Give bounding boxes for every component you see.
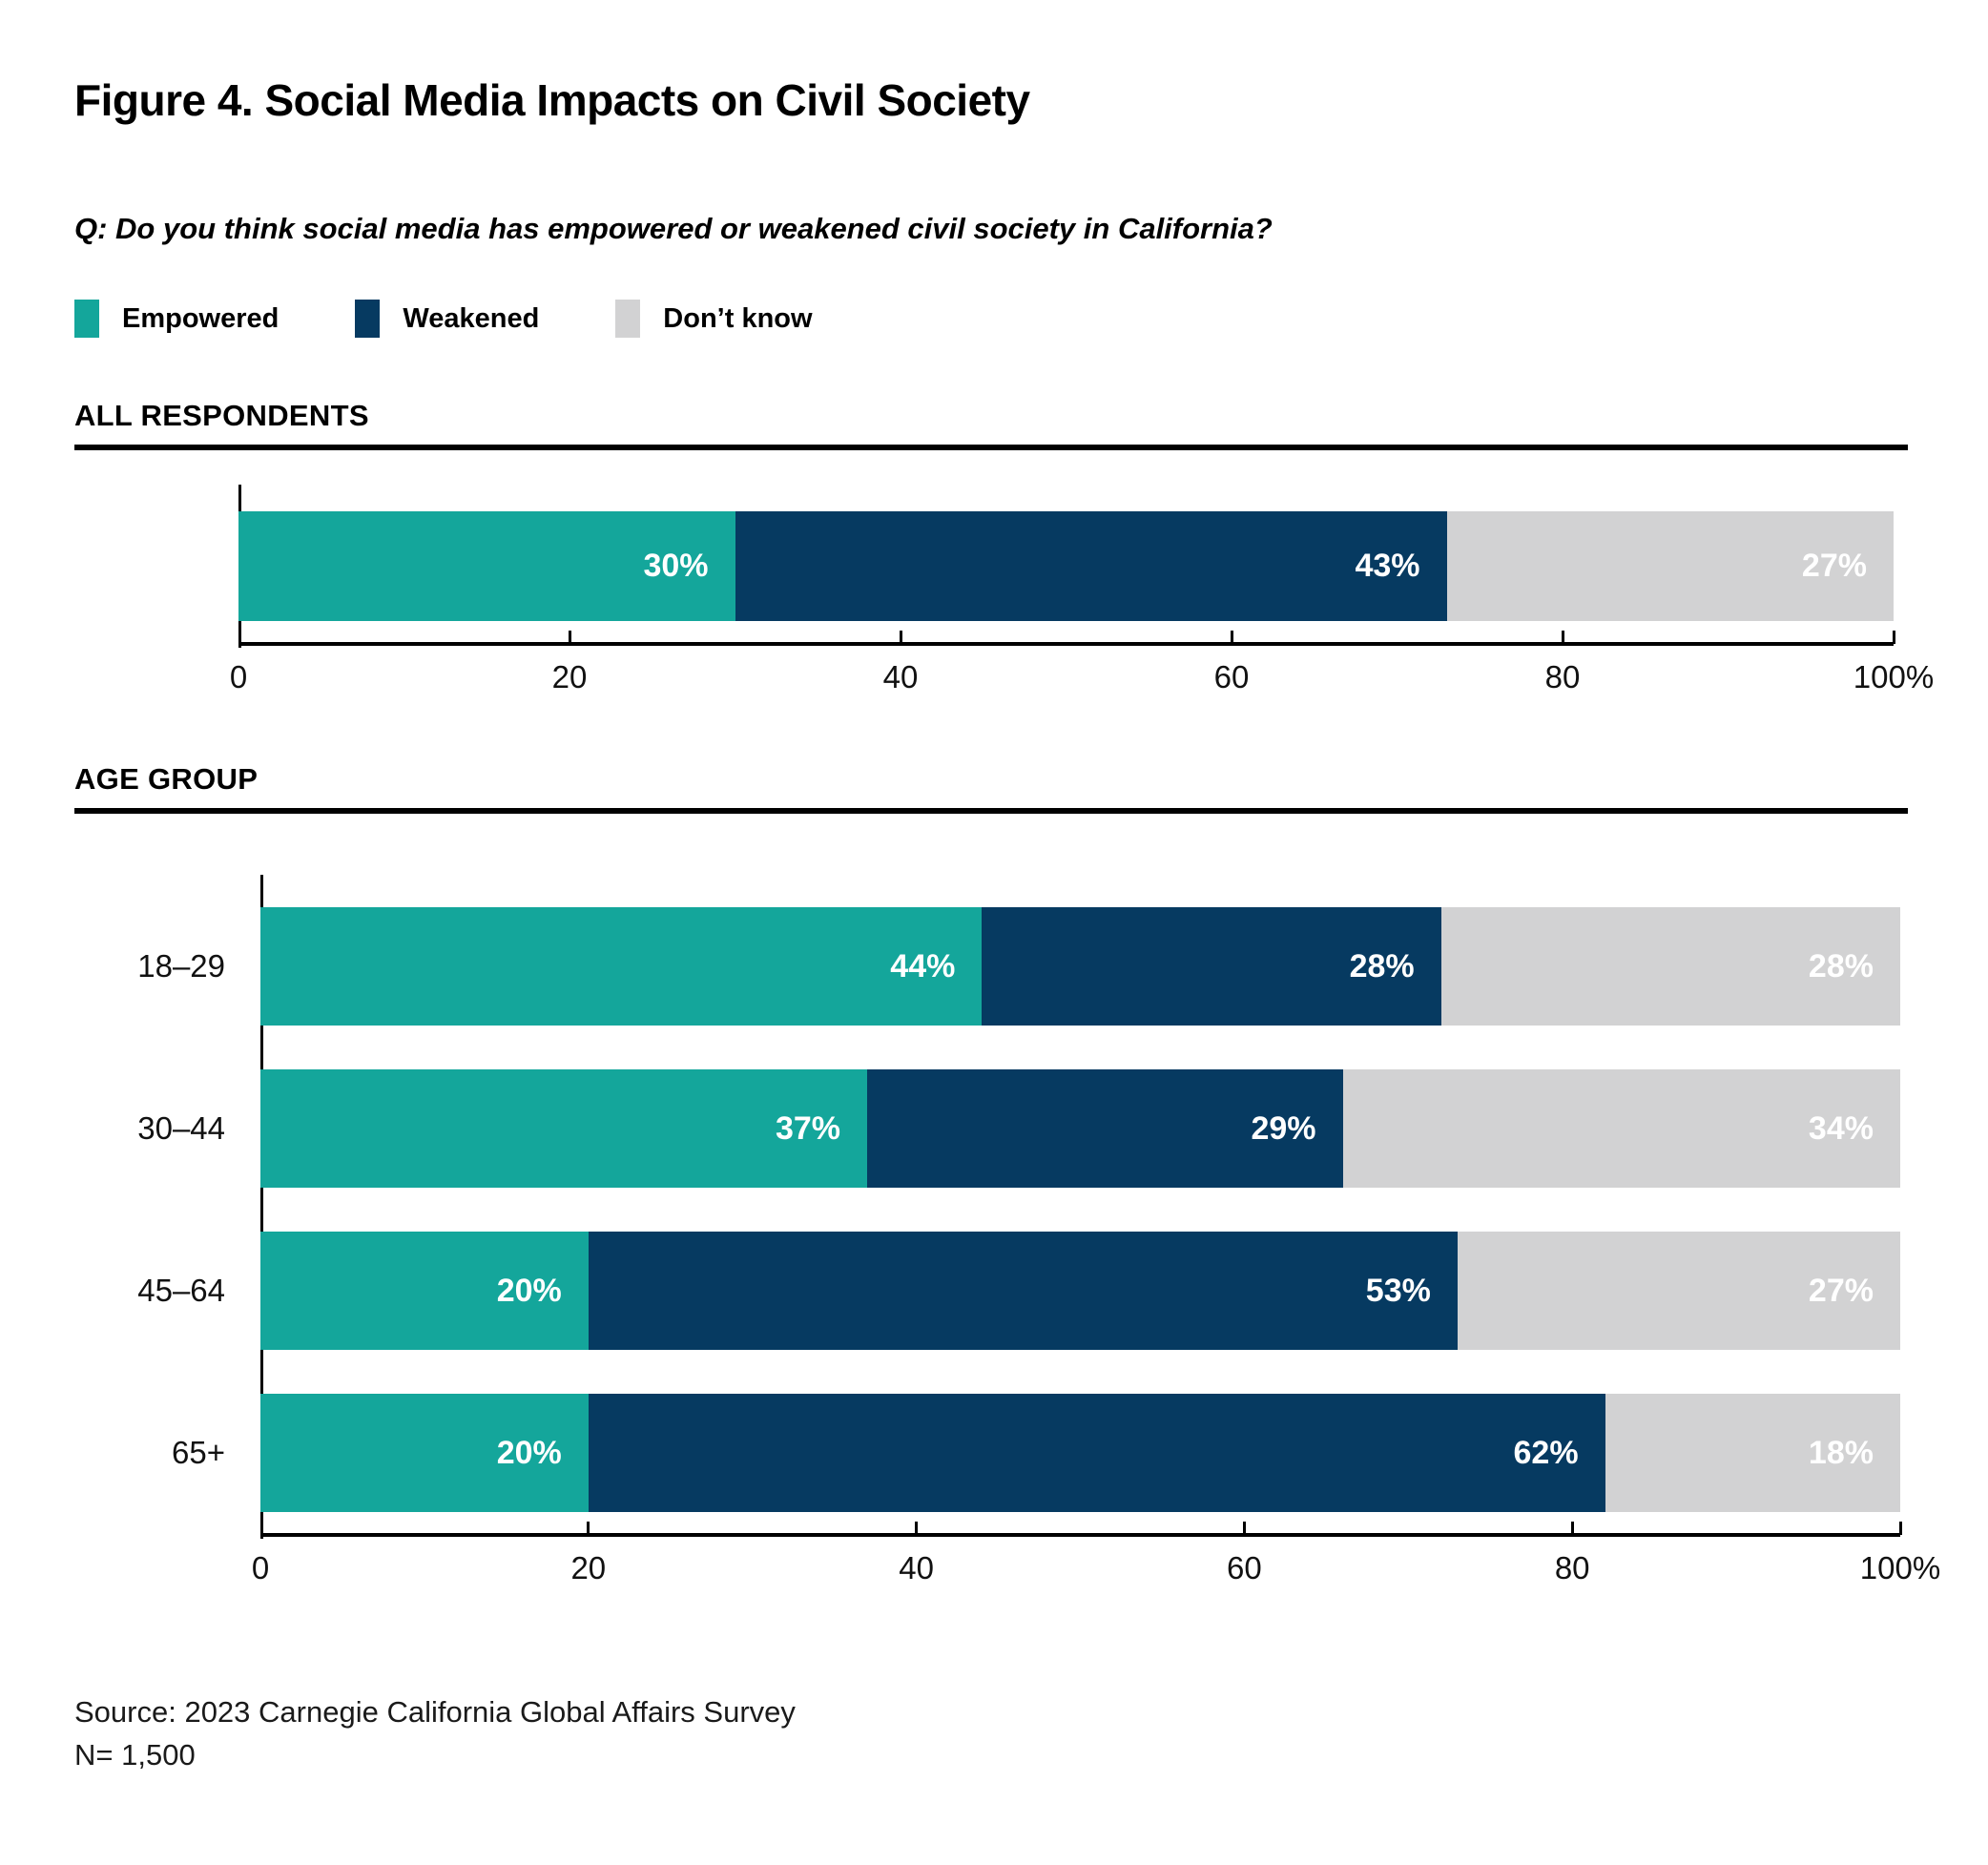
legend: Empowered Weakened Don’t know	[74, 300, 1908, 338]
figure-title: Figure 4. Social Media Impacts on Civil …	[74, 75, 1030, 125]
segment-weakened: 29%	[867, 1069, 1343, 1188]
axis-tick-label: 100%	[1859, 1550, 1941, 1585]
segment-empowered: 37%	[260, 1069, 868, 1188]
x-axis-line	[238, 642, 1894, 646]
category-label: 18–29	[137, 948, 225, 984]
figure-page: Figure 4. Social Media Impacts on Civil …	[74, 75, 1940, 1777]
all-respondents-section: ALL RESPONDENTS	[74, 399, 1908, 450]
value-label: 27%	[1801, 548, 1867, 584]
segment-weakened: 28%	[982, 907, 1441, 1026]
value-label: 53%	[1365, 1272, 1431, 1309]
axis-tick-label: 20	[551, 659, 588, 694]
axis-tick-label: 40	[899, 1550, 934, 1585]
bar-rows: 30% 43% 27%	[238, 485, 1894, 621]
axis-tick-label: 60	[1227, 1550, 1262, 1585]
segment-weakened: 53%	[588, 1232, 1458, 1350]
axis-tick	[587, 1522, 590, 1535]
bar-row: 65+ 20% 62% 18%	[172, 1394, 1900, 1512]
empowered-swatch-icon	[74, 300, 99, 338]
legend-label: Empowered	[122, 302, 280, 334]
axis-tick-label: 80	[1554, 1550, 1590, 1585]
value-label: 28%	[1808, 947, 1874, 984]
axis-tick-label: 100%	[1853, 659, 1935, 694]
axis-tick-label: 20	[570, 1550, 607, 1585]
source-line: Source: 2023 Carnegie California Global …	[74, 1695, 796, 1729]
segment-don-t-know: 34%	[1342, 1069, 1900, 1188]
value-label: 62%	[1513, 1434, 1579, 1471]
bar-rows: 18–29 44% 28% 28% 30–44 37% 29% 34% 45–64 20% 53% 2…	[137, 875, 1900, 1512]
value-label: 29%	[1251, 1109, 1316, 1147]
axis-tick	[1230, 631, 1233, 644]
value-label: 18%	[1808, 1434, 1874, 1471]
survey-question: Q: Do you think social media has empower…	[74, 212, 1273, 245]
axis-tick-label: 80	[1544, 659, 1581, 694]
segment-weakened: 62%	[588, 1394, 1605, 1512]
age-group-heading: AGE GROUP	[74, 762, 259, 796]
axis-tick	[1242, 1522, 1246, 1535]
source-note: Source: 2023 Carnegie California Global …	[74, 1691, 1908, 1777]
category-label: 45–64	[137, 1273, 225, 1308]
value-label: 34%	[1808, 1109, 1874, 1147]
legend-item-weakened: Weakened	[355, 300, 539, 338]
x-axis: 0 20 40 60 80 100%	[252, 1522, 1940, 1596]
axis-tick	[915, 1522, 919, 1535]
axis-tick	[1561, 631, 1564, 644]
axis-tick-label: 60	[1213, 659, 1250, 694]
bar-row: 30% 43% 27%	[238, 511, 1894, 621]
segment-don-t-know: 28%	[1440, 907, 1900, 1026]
segment-don-t-know: 27%	[1446, 511, 1894, 621]
axis-tick-label: 0	[229, 659, 248, 694]
axis-tick	[1892, 631, 1895, 644]
segment-empowered: 30%	[238, 511, 735, 621]
all-respondents-chart: 30% 43% 27% 0 20 40 60 80 100%	[74, 485, 1934, 705]
segment-don-t-know: 18%	[1605, 1394, 1900, 1512]
segment-empowered: 20%	[260, 1394, 589, 1512]
category-label: 30–44	[137, 1110, 225, 1146]
bar-row: 45–64 20% 53% 27%	[137, 1232, 1900, 1350]
legend-label: Don’t know	[663, 302, 813, 334]
axis-tick	[1898, 1522, 1902, 1535]
all-respondents-heading: ALL RESPONDENTS	[74, 399, 369, 432]
all-respondents-plot: 30% 43% 27% 0 20 40 60 80 100%	[230, 485, 1934, 705]
bar-row: 30–44 37% 29% 34%	[137, 1069, 1900, 1188]
axis-tick-label: 0	[251, 1550, 270, 1585]
value-label: 28%	[1349, 947, 1415, 984]
legend-item-dont-know: Don’t know	[615, 300, 813, 338]
axis-tick	[899, 631, 902, 644]
value-label: 20%	[496, 1434, 562, 1471]
value-label: 37%	[775, 1109, 841, 1147]
axis-tick	[1570, 1522, 1574, 1535]
bar-row: 18–29 44% 28% 28%	[137, 907, 1900, 1026]
section-rule	[74, 808, 1908, 814]
y-axis-spine	[260, 875, 263, 1539]
value-label: 44%	[890, 947, 956, 984]
value-label: 27%	[1808, 1272, 1874, 1309]
segment-empowered: 44%	[260, 907, 983, 1026]
weakened-swatch-icon	[355, 300, 381, 338]
value-label: 30%	[643, 548, 709, 584]
sample-size: N= 1,500	[74, 1737, 196, 1772]
age-group-chart: 18–29 44% 28% 28% 30–44 37% 29% 34% 45–64 20% 53% 2…	[74, 875, 1940, 1596]
x-axis-line	[260, 1533, 1900, 1537]
segment-don-t-know: 27%	[1457, 1232, 1900, 1350]
legend-item-empowered: Empowered	[74, 300, 279, 338]
category-label: 65+	[172, 1435, 225, 1470]
dont-know-swatch-icon	[615, 300, 641, 338]
age-group-section: AGE GROUP	[74, 762, 1908, 814]
legend-label: Weakened	[403, 302, 540, 334]
x-axis: 0 20 40 60 80 100%	[230, 631, 1934, 705]
segment-empowered: 20%	[260, 1232, 589, 1350]
section-rule	[74, 445, 1908, 450]
segment-weakened: 43%	[735, 511, 1447, 621]
axis-tick-label: 40	[882, 659, 919, 694]
value-label: 43%	[1355, 548, 1420, 584]
value-label: 20%	[496, 1272, 562, 1309]
age-group-plot: 18–29 44% 28% 28% 30–44 37% 29% 34% 45–64 20% 53% 2…	[137, 875, 1940, 1596]
axis-tick	[568, 631, 571, 644]
